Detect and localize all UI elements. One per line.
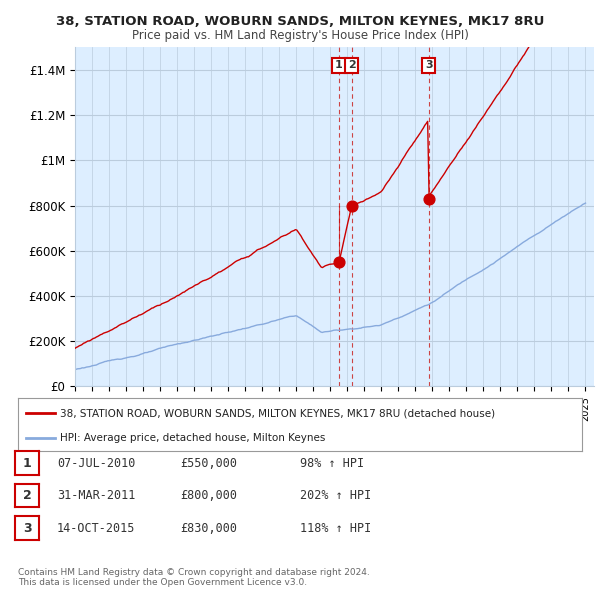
Text: 118% ↑ HPI: 118% ↑ HPI: [300, 522, 371, 535]
Text: 38, STATION ROAD, WOBURN SANDS, MILTON KEYNES, MK17 8RU: 38, STATION ROAD, WOBURN SANDS, MILTON K…: [56, 15, 544, 28]
Text: 2: 2: [23, 489, 31, 502]
Text: 2: 2: [347, 60, 355, 70]
Text: 3: 3: [23, 522, 31, 535]
Point: [334, 257, 344, 267]
Text: 202% ↑ HPI: 202% ↑ HPI: [300, 489, 371, 502]
Point: [347, 201, 356, 210]
Text: Contains HM Land Registry data © Crown copyright and database right 2024.
This d: Contains HM Land Registry data © Crown c…: [18, 568, 370, 587]
Text: HPI: Average price, detached house, Milton Keynes: HPI: Average price, detached house, Milt…: [60, 433, 326, 443]
Text: 31-MAR-2011: 31-MAR-2011: [57, 489, 136, 502]
Text: 38, STATION ROAD, WOBURN SANDS, MILTON KEYNES, MK17 8RU (detached house): 38, STATION ROAD, WOBURN SANDS, MILTON K…: [60, 408, 496, 418]
Text: 3: 3: [425, 60, 433, 70]
Text: 1: 1: [335, 60, 343, 70]
Text: £830,000: £830,000: [180, 522, 237, 535]
Text: 07-JUL-2010: 07-JUL-2010: [57, 457, 136, 470]
Text: Price paid vs. HM Land Registry's House Price Index (HPI): Price paid vs. HM Land Registry's House …: [131, 30, 469, 42]
Text: £800,000: £800,000: [180, 489, 237, 502]
Text: £550,000: £550,000: [180, 457, 237, 470]
Point: [424, 194, 434, 204]
Text: 98% ↑ HPI: 98% ↑ HPI: [300, 457, 364, 470]
Text: 1: 1: [23, 457, 31, 470]
Text: 14-OCT-2015: 14-OCT-2015: [57, 522, 136, 535]
